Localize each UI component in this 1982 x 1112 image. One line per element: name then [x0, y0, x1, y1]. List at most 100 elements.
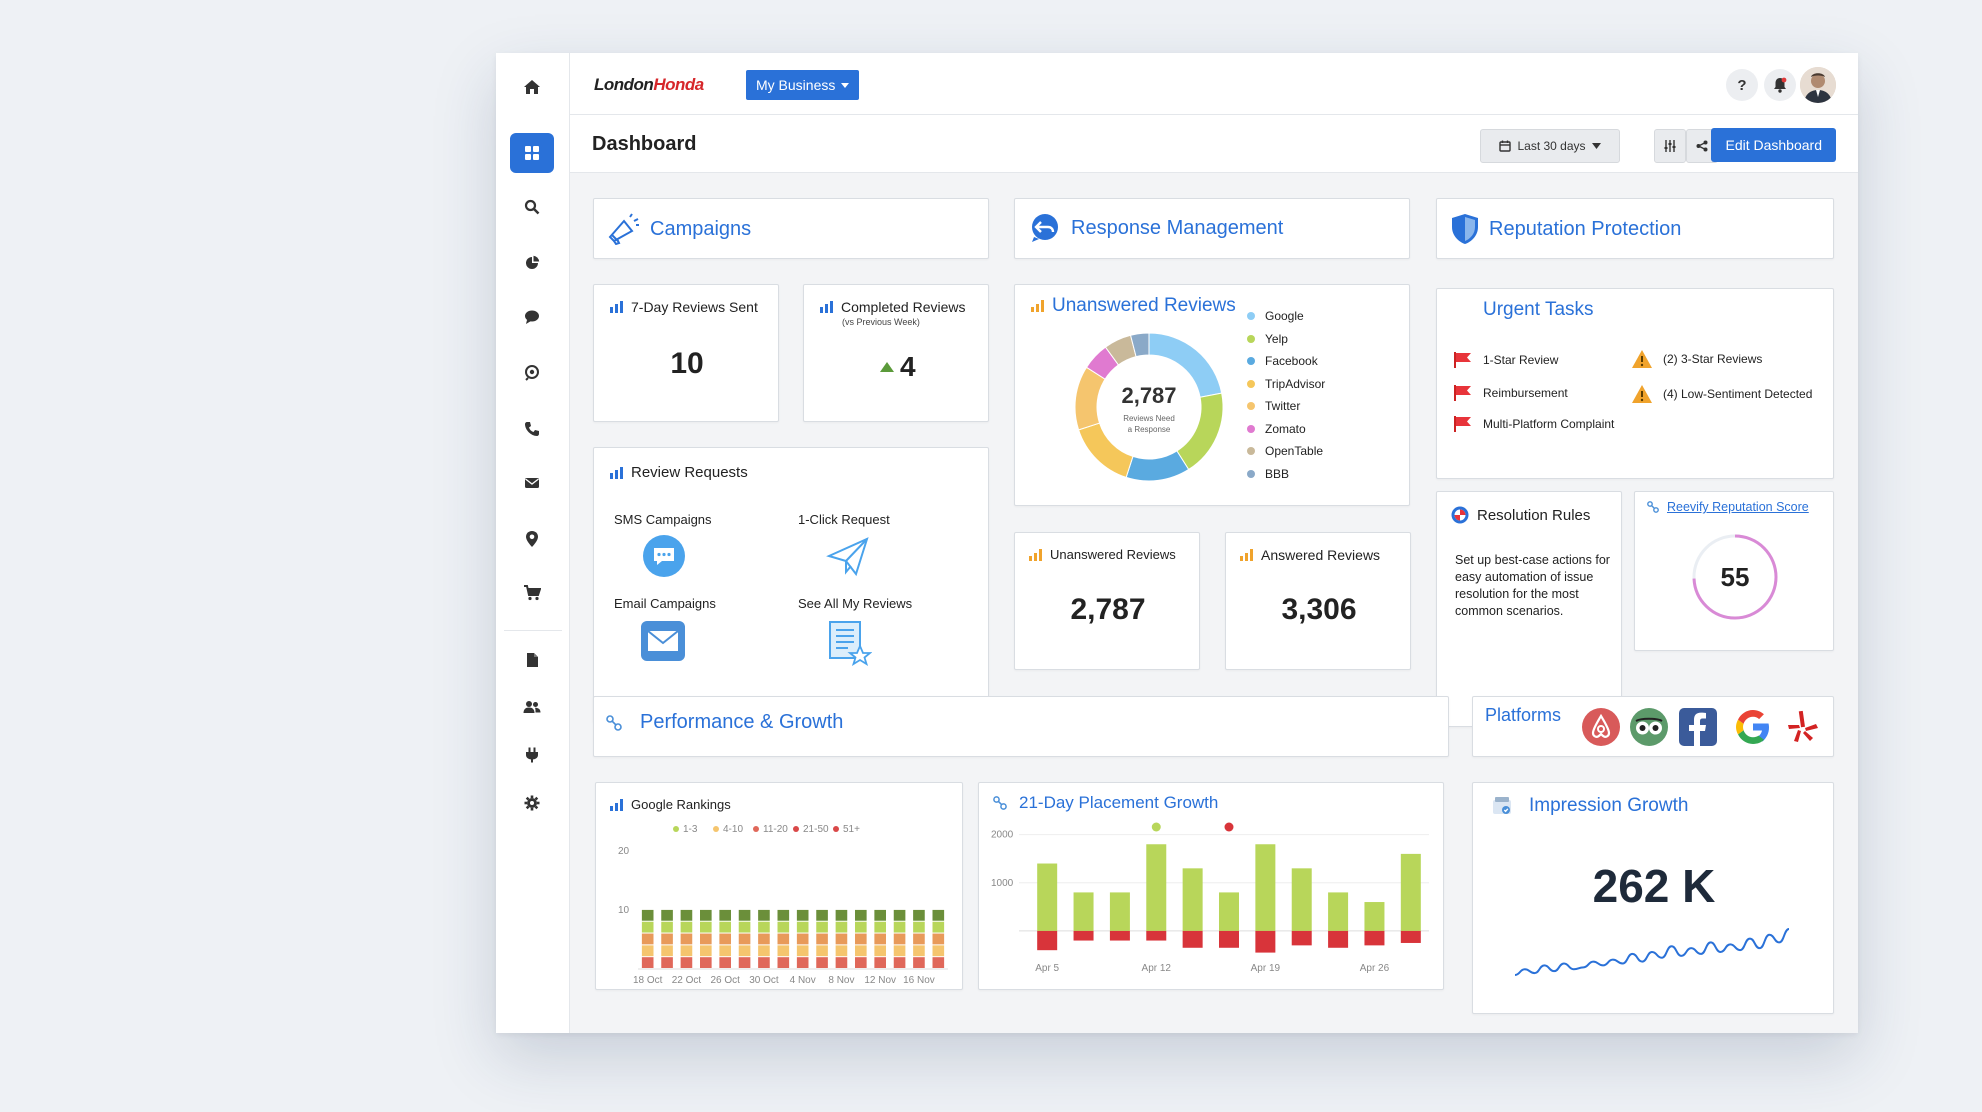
sidebar-dashboard-icon[interactable] — [510, 133, 554, 173]
response-management-section-header[interactable]: Response Management — [1014, 198, 1410, 259]
rankings-bar-segment — [680, 945, 693, 957]
placement-bar — [1400, 930, 1421, 943]
megaphone-icon — [608, 213, 639, 245]
legend-swatch — [1247, 469, 1255, 478]
bar-chart-icon — [610, 301, 623, 313]
task-item[interactable]: (4) Low-Sentiment Detected — [1631, 384, 1812, 404]
task-item[interactable]: 1-Star Review — [1453, 351, 1558, 369]
facebook-icon[interactable] — [1679, 707, 1717, 752]
completed-reviews-card[interactable]: Completed Reviews (vs Previous Week) 4 — [803, 284, 989, 422]
reviews-sent-value: 10 — [670, 347, 704, 380]
rankings-bar-segment — [913, 945, 925, 957]
urgent-tasks-title: Urgent Tasks — [1483, 299, 1594, 320]
rankings-bar-segment — [661, 945, 673, 957]
sidebar-plug-icon[interactable] — [510, 735, 554, 775]
date-range-select[interactable]: Last 30 days — [1480, 129, 1620, 163]
sidebar-chat-bubble-icon[interactable] — [510, 297, 554, 337]
urgent-tasks-card: Urgent Tasks 1-Star Review Reimbursement… — [1436, 288, 1834, 479]
answered-reviews-card[interactable]: Answered Reviews 3,306 — [1225, 532, 1411, 670]
business-selector[interactable]: My Business — [746, 70, 860, 100]
reputation-protection-section-header[interactable]: Reputation Protection — [1436, 198, 1834, 259]
sidebar-document-icon[interactable] — [510, 640, 554, 680]
answered-reviews-value: 3,306 — [1281, 593, 1357, 626]
google-rankings-title: Google Rankings — [631, 797, 731, 812]
placement-y-tick: 1000 — [991, 878, 1014, 889]
placement-bar — [1109, 930, 1130, 941]
rankings-bar-segment — [777, 921, 790, 933]
sidebar-location-pin-icon[interactable] — [510, 519, 554, 559]
task-label: (2) 3-Star Reviews — [1663, 352, 1763, 366]
sidebar-mail-icon[interactable] — [510, 463, 554, 503]
legend-label: BBB — [1265, 466, 1290, 481]
rankings-bar-segment — [700, 945, 712, 957]
link-icon — [606, 714, 622, 731]
placement-bar — [1219, 892, 1239, 931]
task-item[interactable]: (2) 3-Star Reviews — [1631, 349, 1762, 369]
sidebar-phone-icon[interactable] — [510, 409, 554, 449]
task-item[interactable]: Reimbursement — [1453, 384, 1568, 402]
user-avatar[interactable] — [1800, 67, 1836, 103]
legend-label: Facebook — [1265, 354, 1318, 369]
legend-label: Google — [1265, 309, 1304, 324]
answered-reviews-label: Answered Reviews — [1261, 547, 1381, 563]
warning-triangle-icon — [1632, 350, 1652, 368]
legend-label: Twitter — [1265, 399, 1301, 414]
bar-chart-icon — [1240, 549, 1253, 561]
reviews-sent-card[interactable]: 7-Day Reviews Sent 10 — [593, 284, 779, 422]
campaigns-section-header[interactable]: Campaigns — [593, 198, 989, 259]
placement-growth-card: 21-Day Placement Growth 1000 2000 Apr 5 Apr… — [978, 782, 1444, 990]
sms-campaigns-button[interactable] — [642, 534, 686, 583]
sidebar-home-icon[interactable] — [510, 67, 554, 107]
notifications-button[interactable] — [1764, 69, 1796, 101]
reputation-score-value: 55 — [1720, 562, 1750, 592]
rankings-bar-segment — [700, 921, 712, 933]
sidebar-pie-chart-icon[interactable] — [510, 243, 554, 283]
edit-dashboard-button[interactable]: Edit Dashboard — [1711, 128, 1836, 162]
calendar-icon — [1499, 140, 1512, 152]
platforms-card: Platforms — [1472, 696, 1834, 757]
placement-x-tick: Apr 19 — [1251, 963, 1281, 974]
reputation-score-card[interactable]: Reevify Reputation Score 55 — [1634, 491, 1834, 651]
see-all-reviews-label: See All My Reviews — [798, 596, 913, 611]
help-button[interactable]: ? — [1726, 69, 1758, 101]
document-star-icon — [829, 621, 873, 667]
rankings-bar-segment — [641, 921, 654, 933]
trend-up-icon — [880, 362, 894, 372]
reputation-score-arc — [1692, 534, 1778, 620]
link-icon — [993, 796, 1007, 810]
sidebar-cart-icon[interactable] — [510, 573, 554, 613]
rankings-bar-segment — [816, 909, 828, 921]
unanswered-reviews-title: Unanswered Reviews — [1052, 295, 1236, 316]
rankings-bar-segment — [777, 933, 790, 945]
rankings-legend-label: 51+ — [843, 824, 860, 835]
rankings-bar-segment — [680, 921, 693, 933]
brand-logo[interactable]: LondonHonda — [594, 75, 704, 95]
rankings-bar-segment — [700, 957, 712, 968]
rankings-bar-segment — [700, 933, 712, 945]
sidebar-gear-icon[interactable] — [510, 783, 554, 823]
shield-icon — [1452, 214, 1478, 244]
filter-button[interactable] — [1654, 129, 1686, 163]
top-bar: LondonHonda My Business ? — [570, 53, 1858, 115]
see-all-reviews-button[interactable] — [828, 620, 873, 671]
legend-item: Yelp — [1247, 328, 1325, 351]
sidebar-listen-icon[interactable] — [510, 353, 554, 393]
one-click-request-button[interactable] — [826, 534, 870, 583]
resolution-rules-card[interactable]: Resolution Rules Set up best-case action… — [1436, 491, 1622, 727]
rankings-bar-segment — [932, 945, 945, 957]
rankings-legend-label: 4-10 — [723, 824, 743, 835]
sidebar-search-icon[interactable] — [510, 187, 554, 227]
rankings-bar-segment — [913, 921, 925, 933]
task-item[interactable]: Multi-Platform Complaint — [1453, 415, 1614, 433]
yelp-icon[interactable] — [1783, 707, 1823, 752]
airbnb-icon[interactable] — [1581, 707, 1621, 752]
unanswered-reviews-card[interactable]: Unanswered Reviews 2,787 — [1014, 532, 1200, 670]
performance-growth-section-header[interactable]: Performance & Growth — [593, 696, 1449, 757]
placement-bar — [1364, 902, 1385, 931]
placement-bar — [1146, 930, 1167, 941]
sidebar-users-icon[interactable] — [510, 687, 554, 727]
tripadvisor-icon[interactable] — [1629, 707, 1669, 752]
google-icon[interactable] — [1733, 707, 1773, 752]
email-campaigns-button[interactable] — [640, 620, 686, 667]
donut-segment-facebook — [1125, 450, 1190, 482]
